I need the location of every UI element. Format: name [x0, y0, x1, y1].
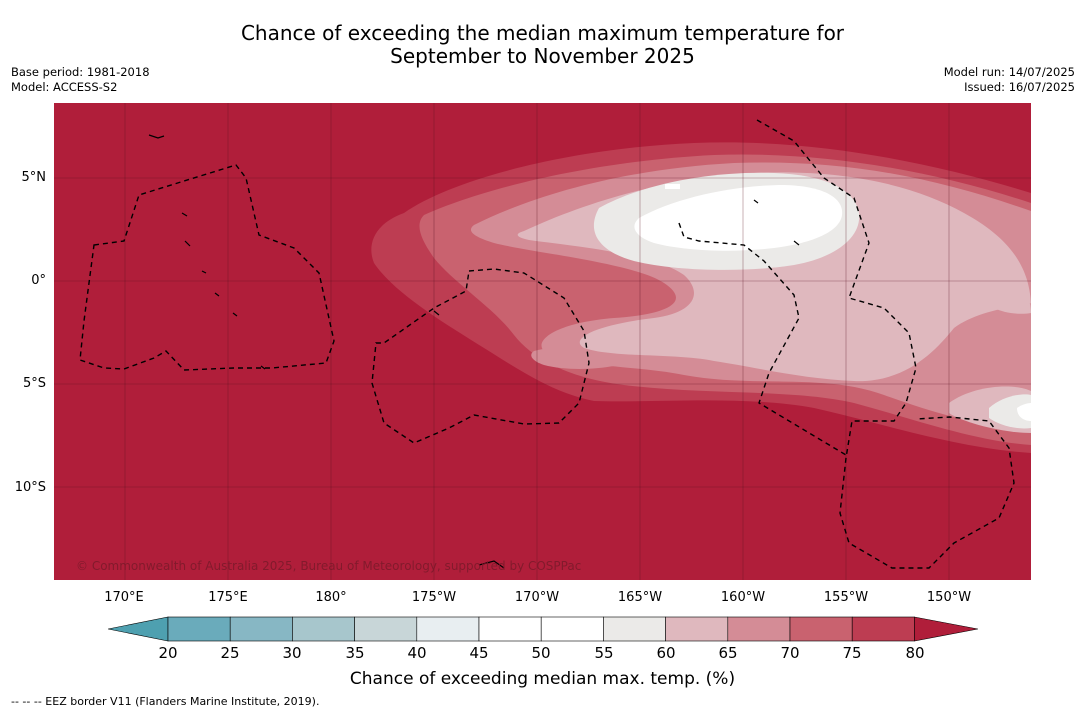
- lon-label-155w: 155°W: [823, 590, 869, 605]
- base-period-text: Base period: 1981-2018: [11, 65, 150, 79]
- lat-label-5s: 5°S: [22, 376, 46, 391]
- lon-label-165w: 165°W: [617, 590, 663, 605]
- meta-left: Base period: 1981-2018 Model: ACCESS-S2: [11, 65, 150, 95]
- contour-45-55: [634, 185, 843, 251]
- eez-border-line: [756, 119, 1015, 569]
- eez-border-tuvalu: [79, 164, 335, 371]
- meta-right: Model run: 14/07/2025 Issued: 16/07/2025: [944, 65, 1075, 95]
- colorbar-tick-25: 25: [220, 644, 240, 662]
- colorbar-tick-65: 65: [718, 644, 738, 662]
- colorbar-bin-65-70: [727, 616, 791, 642]
- lat-label-10s: 10°S: [14, 480, 46, 495]
- lat-label-0: 0°: [31, 273, 46, 288]
- colorbar-bin-35-40: [354, 616, 418, 642]
- colorbar-bin-30-35: [292, 616, 355, 642]
- colorbar-tick-35: 35: [345, 644, 365, 662]
- issued-text: Issued: 16/07/2025: [964, 80, 1075, 94]
- colorbar-tick-60: 60: [656, 644, 676, 662]
- colorbar-bin-40-45: [416, 616, 480, 642]
- eez-borders: [79, 119, 1015, 569]
- map-title-line2: September to November 2025: [390, 44, 695, 68]
- probability-map: [54, 103, 1031, 580]
- eez-border-jarvis: [678, 222, 847, 456]
- model-text: Model: ACCESS-S2: [11, 80, 118, 94]
- contour-45-55-east: [1017, 403, 1031, 421]
- lon-label-180: 180°: [315, 590, 347, 605]
- copyright-notice: © Commonwealth of Australia 2025, Bureau…: [76, 559, 582, 573]
- colorbar-tick-45: 45: [469, 644, 489, 662]
- colorbar-tick-40: 40: [407, 644, 427, 662]
- islands: [148, 134, 800, 569]
- colorbar-bin-75-80: [851, 616, 915, 642]
- contour-60-65-se: [994, 293, 1031, 314]
- contour-small-patch: [665, 184, 680, 189]
- model-run-text: Model run: 14/07/2025: [943, 65, 1075, 79]
- lon-label-170e: 170°E: [104, 590, 144, 605]
- colorbar-bin-70-75: [789, 616, 853, 642]
- colorbar-tick-80: 80: [905, 644, 925, 662]
- lon-label-150w: 150°W: [926, 590, 972, 605]
- colorbar-label: Chance of exceeding median max. temp. (%…: [349, 669, 736, 689]
- eez-footnote: -- -- -- EEZ border V11 (Flanders Marine…: [11, 695, 320, 708]
- colorbar-bin-45-50: [478, 616, 542, 642]
- colorbar-bin-55-60: [603, 616, 666, 642]
- map-title-line1: Chance of exceeding the median maximum t…: [240, 21, 845, 45]
- contour-55-60-east: [989, 394, 1031, 429]
- colorbar-tick-75: 75: [842, 644, 862, 662]
- lon-label-160w: 160°W: [720, 590, 766, 605]
- graticule: [54, 103, 1031, 580]
- colorbar-tick-55: 55: [594, 644, 614, 662]
- colorbar-bin-60-65: [665, 616, 729, 642]
- lon-label-175w: 175°W: [411, 590, 457, 605]
- colorbar-tick-20: 20: [158, 644, 178, 662]
- colorbar-tick-30: 30: [282, 644, 302, 662]
- lat-label-5n: 5°N: [21, 170, 47, 185]
- colorbar-bin-20-25: [167, 616, 231, 642]
- colorbar: [108, 616, 978, 642]
- colorbar-arrow-high: [914, 616, 978, 642]
- lon-label-175e: 175°E: [208, 590, 248, 605]
- eez-border-phoenix: [371, 268, 590, 444]
- lon-label-170w: 170°W: [514, 590, 560, 605]
- colorbar-bin-50-55: [540, 616, 604, 642]
- colorbar-bin-25-30: [229, 616, 293, 642]
- colorbar-arrow-low: [108, 616, 169, 642]
- colorbar-tick-70: 70: [780, 644, 800, 662]
- colorbar-tick-50: 50: [531, 644, 551, 662]
